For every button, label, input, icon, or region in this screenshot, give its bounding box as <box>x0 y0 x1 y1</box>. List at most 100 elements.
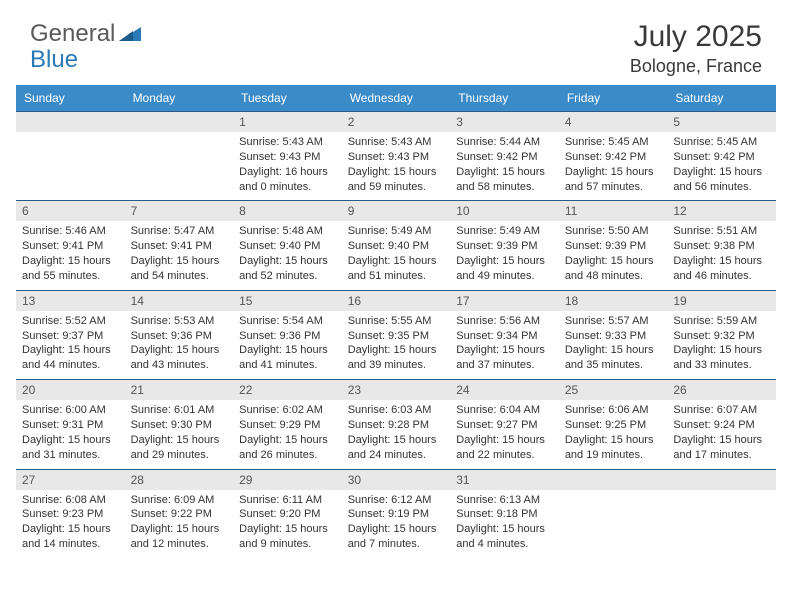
day-number: 14 <box>125 291 234 311</box>
sunset-text: Sunset: 9:37 PM <box>22 329 119 344</box>
day-content: Sunrise: 5:45 AMSunset: 9:42 PMDaylight:… <box>667 132 776 200</box>
daylight-text: Daylight: 15 hours and 33 minutes. <box>673 343 770 373</box>
day-number: 5 <box>667 112 776 132</box>
day-cell: 8Sunrise: 5:48 AMSunset: 9:40 PMDaylight… <box>233 201 342 290</box>
day-content: Sunrise: 6:04 AMSunset: 9:27 PMDaylight:… <box>450 400 559 468</box>
logo-text-blue: Blue <box>30 46 78 73</box>
daylight-text: Daylight: 15 hours and 12 minutes. <box>131 522 228 552</box>
sunset-text: Sunset: 9:28 PM <box>348 418 445 433</box>
sunrise-text: Sunrise: 6:11 AM <box>239 493 336 508</box>
day-number: 20 <box>16 380 125 400</box>
sunset-text: Sunset: 9:43 PM <box>348 150 445 165</box>
sunset-text: Sunset: 9:40 PM <box>239 239 336 254</box>
title-block: July 2025 Bologne, France <box>630 20 762 77</box>
week-row: 13Sunrise: 5:52 AMSunset: 9:37 PMDayligh… <box>16 290 776 379</box>
sunset-text: Sunset: 9:36 PM <box>239 329 336 344</box>
month-title: July 2025 <box>630 20 762 54</box>
sunrise-text: Sunrise: 6:01 AM <box>131 403 228 418</box>
day-content: Sunrise: 6:00 AMSunset: 9:31 PMDaylight:… <box>16 400 125 468</box>
dayhead-wednesday: Wednesday <box>342 85 451 112</box>
sunrise-text: Sunrise: 5:45 AM <box>565 135 662 150</box>
day-cell: 7Sunrise: 5:47 AMSunset: 9:41 PMDaylight… <box>125 201 234 290</box>
sunset-text: Sunset: 9:33 PM <box>565 329 662 344</box>
sunrise-text: Sunrise: 6:03 AM <box>348 403 445 418</box>
day-number: 30 <box>342 470 451 490</box>
day-content: Sunrise: 5:49 AMSunset: 9:40 PMDaylight:… <box>342 221 451 289</box>
day-cell: 6Sunrise: 5:46 AMSunset: 9:41 PMDaylight… <box>16 201 125 290</box>
sunset-text: Sunset: 9:24 PM <box>673 418 770 433</box>
day-number: 6 <box>16 201 125 221</box>
day-number: 4 <box>559 112 668 132</box>
day-content: Sunrise: 5:46 AMSunset: 9:41 PMDaylight:… <box>16 221 125 289</box>
day-cell: 5Sunrise: 5:45 AMSunset: 9:42 PMDaylight… <box>667 112 776 201</box>
day-content: Sunrise: 6:11 AMSunset: 9:20 PMDaylight:… <box>233 490 342 558</box>
daylight-text: Daylight: 15 hours and 59 minutes. <box>348 165 445 195</box>
dayhead-thursday: Thursday <box>450 85 559 112</box>
daylight-text: Daylight: 15 hours and 24 minutes. <box>348 433 445 463</box>
sunset-text: Sunset: 9:34 PM <box>456 329 553 344</box>
sunset-text: Sunset: 9:36 PM <box>131 329 228 344</box>
sunrise-text: Sunrise: 6:12 AM <box>348 493 445 508</box>
day-content: Sunrise: 5:49 AMSunset: 9:39 PMDaylight:… <box>450 221 559 289</box>
day-content: Sunrise: 5:54 AMSunset: 9:36 PMDaylight:… <box>233 311 342 379</box>
day-content: Sunrise: 5:52 AMSunset: 9:37 PMDaylight:… <box>16 311 125 379</box>
daylight-text: Daylight: 15 hours and 14 minutes. <box>22 522 119 552</box>
week-row: 20Sunrise: 6:00 AMSunset: 9:31 PMDayligh… <box>16 380 776 469</box>
day-cell: 3Sunrise: 5:44 AMSunset: 9:42 PMDaylight… <box>450 112 559 201</box>
sunrise-text: Sunrise: 5:52 AM <box>22 314 119 329</box>
day-number: 26 <box>667 380 776 400</box>
day-cell: 9Sunrise: 5:49 AMSunset: 9:40 PMDaylight… <box>342 201 451 290</box>
logo-icon <box>119 20 141 48</box>
sunset-text: Sunset: 9:40 PM <box>348 239 445 254</box>
sunrise-text: Sunrise: 5:46 AM <box>22 224 119 239</box>
sunrise-text: Sunrise: 6:09 AM <box>131 493 228 508</box>
day-cell: 24Sunrise: 6:04 AMSunset: 9:27 PMDayligh… <box>450 380 559 469</box>
day-content: Sunrise: 5:48 AMSunset: 9:40 PMDaylight:… <box>233 221 342 289</box>
sunset-text: Sunset: 9:42 PM <box>565 150 662 165</box>
day-cell: 12Sunrise: 5:51 AMSunset: 9:38 PMDayligh… <box>667 201 776 290</box>
sunset-text: Sunset: 9:22 PM <box>131 507 228 522</box>
sunset-text: Sunset: 9:27 PM <box>456 418 553 433</box>
sunset-text: Sunset: 9:30 PM <box>131 418 228 433</box>
day-number: 22 <box>233 380 342 400</box>
day-content: Sunrise: 6:09 AMSunset: 9:22 PMDaylight:… <box>125 490 234 558</box>
day-content <box>559 490 668 550</box>
day-content: Sunrise: 6:12 AMSunset: 9:19 PMDaylight:… <box>342 490 451 558</box>
day-content <box>125 132 234 192</box>
day-content: Sunrise: 5:45 AMSunset: 9:42 PMDaylight:… <box>559 132 668 200</box>
sunrise-text: Sunrise: 5:44 AM <box>456 135 553 150</box>
day-number: 18 <box>559 291 668 311</box>
day-number: 11 <box>559 201 668 221</box>
day-cell: 20Sunrise: 6:00 AMSunset: 9:31 PMDayligh… <box>16 380 125 469</box>
daylight-text: Daylight: 15 hours and 57 minutes. <box>565 165 662 195</box>
sunset-text: Sunset: 9:42 PM <box>456 150 553 165</box>
daylight-text: Daylight: 15 hours and 54 minutes. <box>131 254 228 284</box>
sunrise-text: Sunrise: 5:57 AM <box>565 314 662 329</box>
sunrise-text: Sunrise: 5:48 AM <box>239 224 336 239</box>
daylight-text: Daylight: 15 hours and 9 minutes. <box>239 522 336 552</box>
daylight-text: Daylight: 15 hours and 48 minutes. <box>565 254 662 284</box>
day-content: Sunrise: 5:43 AMSunset: 9:43 PMDaylight:… <box>342 132 451 200</box>
sunset-text: Sunset: 9:41 PM <box>131 239 228 254</box>
daylight-text: Daylight: 15 hours and 17 minutes. <box>673 433 770 463</box>
day-number: 15 <box>233 291 342 311</box>
sunset-text: Sunset: 9:25 PM <box>565 418 662 433</box>
day-content: Sunrise: 5:43 AMSunset: 9:43 PMDaylight:… <box>233 132 342 200</box>
sunset-text: Sunset: 9:19 PM <box>348 507 445 522</box>
day-cell <box>125 112 234 201</box>
day-cell: 10Sunrise: 5:49 AMSunset: 9:39 PMDayligh… <box>450 201 559 290</box>
daylight-text: Daylight: 15 hours and 22 minutes. <box>456 433 553 463</box>
day-cell: 19Sunrise: 5:59 AMSunset: 9:32 PMDayligh… <box>667 290 776 379</box>
sunset-text: Sunset: 9:42 PM <box>673 150 770 165</box>
header: General July 2025 Bologne, France <box>0 0 792 85</box>
sunrise-text: Sunrise: 6:02 AM <box>239 403 336 418</box>
daylight-text: Daylight: 15 hours and 31 minutes. <box>22 433 119 463</box>
day-content: Sunrise: 6:03 AMSunset: 9:28 PMDaylight:… <box>342 400 451 468</box>
day-cell <box>559 469 668 558</box>
sunset-text: Sunset: 9:38 PM <box>673 239 770 254</box>
sunrise-text: Sunrise: 5:49 AM <box>348 224 445 239</box>
day-cell: 15Sunrise: 5:54 AMSunset: 9:36 PMDayligh… <box>233 290 342 379</box>
day-cell: 16Sunrise: 5:55 AMSunset: 9:35 PMDayligh… <box>342 290 451 379</box>
day-content: Sunrise: 5:53 AMSunset: 9:36 PMDaylight:… <box>125 311 234 379</box>
daylight-text: Daylight: 15 hours and 49 minutes. <box>456 254 553 284</box>
